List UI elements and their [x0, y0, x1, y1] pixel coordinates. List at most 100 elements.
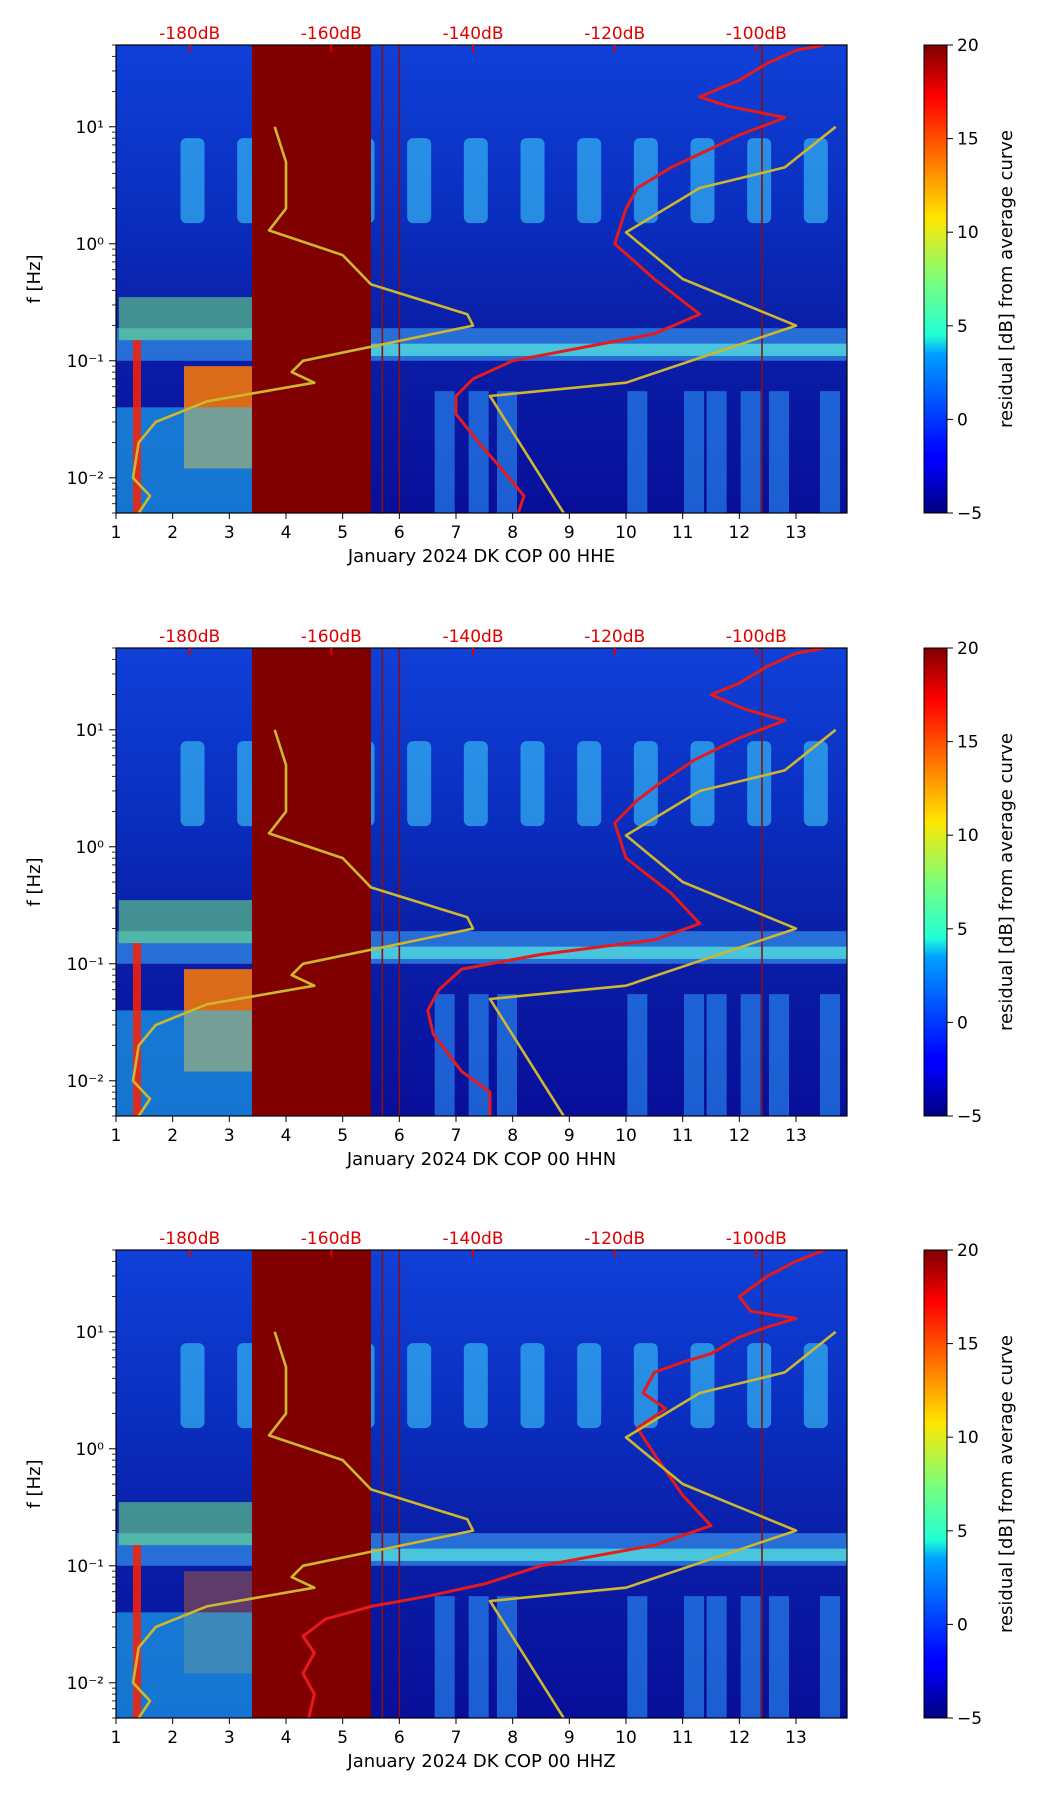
microseism-peak-band [371, 946, 847, 959]
daily-noise-column [520, 138, 545, 224]
lowfreq-noise-column [497, 391, 517, 513]
y-axis-label: f [Hz] [24, 857, 45, 906]
top-db-label: -100dB [726, 24, 787, 44]
colorbar: −5 0 5 10 15 20 residual [dB] from average cur… [923, 1241, 1017, 1729]
x-tick-label: 7 [451, 523, 462, 543]
daily-noise-column [747, 741, 772, 827]
colorbar-tick-label: 5 [957, 920, 968, 940]
psd-curve [454, 45, 825, 513]
lowfreq-noise-column [684, 1596, 704, 1718]
storm-band [118, 1502, 252, 1546]
top-db-label: -100dB [726, 1229, 787, 1249]
lowfreq-noise-column [769, 994, 789, 1116]
x-tick-label: 1 [111, 1728, 122, 1748]
microseism-peak-band [371, 343, 847, 356]
daily-noise-column [520, 1343, 545, 1429]
x-tick-label: 2 [167, 1126, 178, 1146]
x-tick-label: 10 [615, 523, 637, 543]
daily-noise-column [803, 138, 828, 224]
colorbar-label: residual [dB] from average curve [996, 1335, 1017, 1633]
lowfreq-noise-column [468, 994, 489, 1116]
daily-noise-column [577, 741, 602, 827]
daily-noise-column [690, 1343, 715, 1429]
colorbar-tick-label: 20 [957, 1241, 979, 1261]
colorbar-tick-label: 15 [957, 733, 979, 753]
top-db-label: -120dB [584, 24, 645, 44]
x-tick-label: 1 [111, 523, 122, 543]
lowfreq-noise-column [627, 994, 648, 1116]
transient-spike [133, 943, 141, 1116]
daily-noise-column [577, 1343, 602, 1429]
x-tick-label: 3 [224, 523, 235, 543]
data-gap-block [252, 45, 371, 513]
colorbar-tick-label: 5 [957, 317, 968, 337]
lowfreq-noise-column [497, 1596, 517, 1718]
x-tick-label: 13 [785, 1728, 807, 1748]
storm-band [118, 297, 252, 341]
noise-model-curve [131, 126, 475, 513]
colorbar-tick-label: 15 [957, 130, 979, 150]
x-tick-label: 2 [167, 1728, 178, 1748]
noise-model-curve [488, 125, 837, 513]
x-tick-label: 10 [615, 1126, 637, 1146]
lowfreq-noise-column [468, 391, 489, 513]
noise-model-curve [488, 728, 837, 1116]
x-tick-label: 8 [507, 523, 518, 543]
storm-band [118, 900, 252, 944]
daily-noise-column [463, 138, 488, 224]
x-tick-label: 12 [729, 1126, 751, 1146]
colorbar: −5 0 5 10 15 20 residual [dB] from average cur… [923, 36, 1017, 524]
top-db-label: -120dB [584, 627, 645, 647]
colorbar: −5 0 5 10 15 20 residual [dB] from average cur… [923, 639, 1017, 1127]
colorbar-label: residual [dB] from average curve [996, 733, 1017, 1031]
x-tick-label: 1 [111, 1126, 122, 1146]
transient-spike [133, 340, 141, 513]
daily-noise-column [803, 741, 828, 827]
x-tick-label: 4 [281, 1126, 292, 1146]
colorbar-gradient [923, 647, 948, 1117]
x-axis-label: January 2024 DK COP 00 HHZ [346, 1751, 615, 1772]
x-tick-label: 12 [729, 1728, 751, 1748]
y-tick-label: 10⁻¹ [67, 352, 104, 372]
lowfreq-noise-column [434, 994, 455, 1116]
daily-noise-column [520, 741, 545, 827]
x-tick-label: 13 [785, 523, 807, 543]
psd-curve [426, 648, 825, 1116]
daily-noise-column [747, 1343, 772, 1429]
lowfreq-noise-column [627, 391, 648, 513]
noise-model-curve [131, 1331, 475, 1718]
x-tick-label: 3 [224, 1126, 235, 1146]
colorbar-label: residual [dB] from average curve [996, 130, 1017, 428]
daily-noise-column [803, 1343, 828, 1429]
x-tick-label: 9 [564, 1126, 575, 1146]
lowfreq-noise-column [706, 1596, 727, 1718]
y-tick-label: 10⁻¹ [67, 955, 104, 975]
noise-model-curve [131, 729, 475, 1116]
transient-spike [133, 1545, 141, 1718]
top-db-label: -100dB [726, 627, 787, 647]
lowfreq-noise-column [434, 391, 455, 513]
colorbar-tick-label: 20 [957, 36, 979, 56]
x-tick-label: 6 [394, 523, 405, 543]
daily-noise-column [180, 138, 205, 224]
colorbar-tick-label: 0 [957, 1013, 968, 1033]
top-db-label: -120dB [584, 1229, 645, 1249]
colorbar-tick-label: 15 [957, 1335, 979, 1355]
lowfreq-noise-column [627, 1596, 648, 1718]
x-tick-label: 11 [672, 1126, 694, 1146]
x-axis-label: January 2024 DK COP 00 HHN [346, 1149, 616, 1170]
x-tick-label: 10 [615, 1728, 637, 1748]
lowfreq-noise-column [468, 1596, 489, 1718]
lowfreq-noise-column [820, 1596, 840, 1718]
y-tick-label: 10¹ [76, 118, 104, 138]
x-tick-label: 5 [337, 1728, 348, 1748]
daily-noise-column [633, 138, 658, 224]
daily-noise-column [690, 741, 715, 827]
daily-noise-column [633, 741, 658, 827]
colorbar-gradient [923, 44, 948, 514]
colorbar-tick-label: 10 [957, 223, 979, 243]
lowfreq-noise-column [769, 1596, 789, 1718]
top-db-label: -180dB [159, 627, 220, 647]
y-axis-label: f [Hz] [24, 1459, 45, 1508]
